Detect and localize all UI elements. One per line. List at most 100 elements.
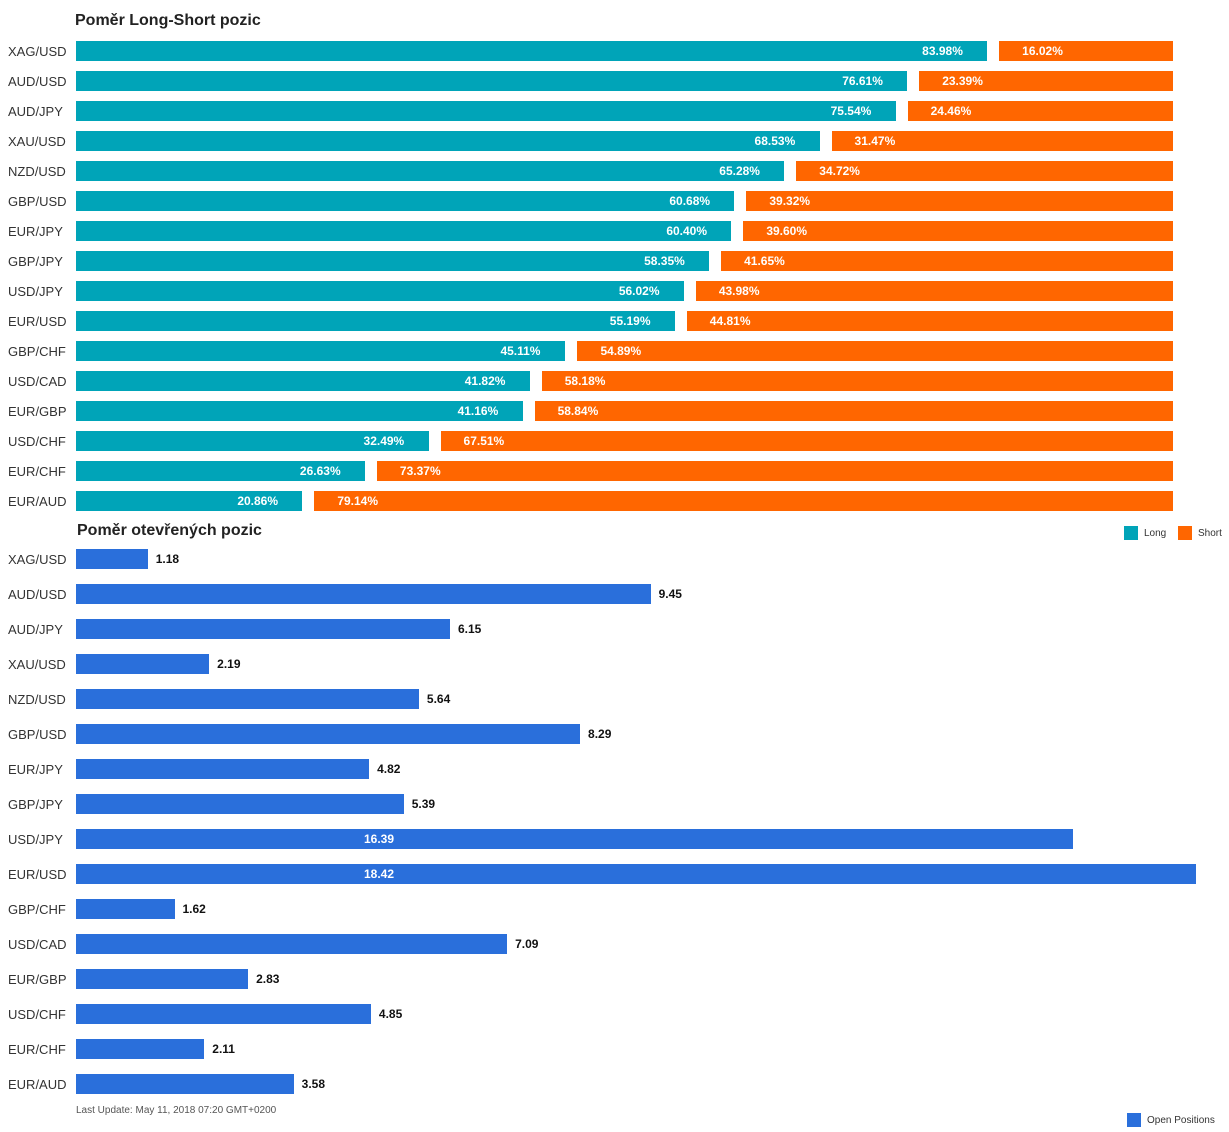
row-label-usd-cad: USD/CAD xyxy=(8,374,67,389)
long-value-aud-usd: 76.61% xyxy=(842,74,883,88)
short-bar-nzd-usd xyxy=(796,161,1173,181)
short-bar-eur-usd xyxy=(686,311,1173,331)
open-value-eur-aud: 3.58 xyxy=(301,1077,326,1091)
open-row-label-nzd-usd: NZD/USD xyxy=(8,692,66,707)
last-update-text: Last Update: May 11, 2018 07:20 GMT+0200 xyxy=(76,1105,277,1116)
open-value-aud-usd: 9.45 xyxy=(658,587,682,601)
long-value-xau-usd: 68.53% xyxy=(754,134,796,148)
open-row-label-usd-jpy: USD/JPY xyxy=(8,832,63,847)
long-bar-usd-chf xyxy=(76,431,429,451)
long-value-gbp-usd: 60.68% xyxy=(669,194,711,208)
open-row-label-aud-jpy: AUD/JPY xyxy=(8,622,63,637)
open-bar-usd-cad xyxy=(76,934,508,954)
short-value-xag-usd: 16.02% xyxy=(1022,44,1063,58)
long-value-usd-chf: 32.49% xyxy=(363,434,405,448)
long-value-eur-usd: 55.19% xyxy=(609,314,651,328)
short-value-aud-jpy: 24.46% xyxy=(930,104,972,118)
short-bar-eur-jpy xyxy=(743,221,1173,241)
legend-open-positions-label: Open Positions xyxy=(1147,1114,1215,1126)
open-row-label-gbp-chf: GBP/CHF xyxy=(8,902,66,917)
short-value-usd-chf: 67.51% xyxy=(463,434,505,448)
open-row-label-xag-usd: XAG/USD xyxy=(8,552,67,567)
open-bar-gbp-jpy xyxy=(76,794,404,814)
open-value-usd-jpy: 16.39 xyxy=(364,832,395,846)
open-row-label-eur-usd: EUR/USD xyxy=(8,867,67,882)
short-value-usd-cad: 58.18% xyxy=(564,374,606,388)
row-label-eur-chf: EUR/CHF xyxy=(8,464,66,479)
long-value-eur-jpy: 60.40% xyxy=(666,224,708,238)
short-value-gbp-usd: 39.32% xyxy=(769,194,811,208)
open-value-xag-usd: 1.18 xyxy=(155,552,180,566)
legend-short: Short xyxy=(1178,526,1222,540)
long-value-usd-cad: 41.82% xyxy=(464,374,506,388)
open-bar-xag-usd xyxy=(76,549,148,569)
short-bar-gbp-chf xyxy=(577,341,1173,361)
long-bar-usd-jpy xyxy=(76,281,684,301)
short-bar-usd-chf xyxy=(440,431,1173,451)
short-bar-eur-gbp xyxy=(534,401,1173,421)
short-value-eur-chf: 73.37% xyxy=(399,464,441,478)
row-label-xau-usd: XAU/USD xyxy=(8,134,66,149)
open-value-aud-jpy: 6.15 xyxy=(457,622,482,636)
open-bar-usd-chf xyxy=(76,1004,371,1024)
legend-open-positions-swatch xyxy=(1127,1113,1141,1127)
short-value-eur-jpy: 39.60% xyxy=(766,224,808,238)
open-row-label-eur-jpy: EUR/JPY xyxy=(8,762,63,777)
long-value-gbp-jpy: 58.35% xyxy=(644,254,685,268)
open-row-label-xau-usd: XAU/USD xyxy=(8,657,66,672)
legend-long-swatch xyxy=(1124,526,1138,540)
open-bar-gbp-usd xyxy=(76,724,581,744)
row-label-eur-aud: EUR/AUD xyxy=(8,494,67,509)
row-label-gbp-jpy: GBP/JPY xyxy=(8,254,63,269)
open-row-label-eur-aud: EUR/AUD xyxy=(8,1077,67,1092)
short-bar-xag-usd xyxy=(999,41,1173,61)
long-bar-eur-gbp xyxy=(76,401,523,421)
short-bar-usd-jpy xyxy=(695,281,1173,301)
open-row-label-eur-gbp: EUR/GBP xyxy=(8,972,67,987)
open-row-label-eur-chf: EUR/CHF xyxy=(8,1042,66,1057)
legend-short-label: Short xyxy=(1198,527,1222,539)
open-bar-eur-gbp xyxy=(76,969,249,989)
chart-title-open-positions: Poměr otevřených pozic xyxy=(77,522,262,539)
open-value-eur-usd: 18.42 xyxy=(364,867,395,881)
short-bar-eur-aud xyxy=(314,491,1173,511)
open-value-eur-jpy: 4.82 xyxy=(377,762,401,776)
open-row-label-gbp-usd: GBP/USD xyxy=(8,727,67,742)
short-value-aud-usd: 23.39% xyxy=(942,74,983,88)
open-value-gbp-usd: 8.29 xyxy=(588,727,612,741)
row-label-eur-gbp: EUR/GBP xyxy=(8,404,67,419)
open-bar-eur-aud xyxy=(76,1074,294,1094)
legend-long-label: Long xyxy=(1144,527,1167,539)
open-bar-eur-chf xyxy=(76,1039,205,1059)
open-value-nzd-usd: 5.64 xyxy=(426,692,451,706)
short-value-gbp-jpy: 41.65% xyxy=(744,254,785,268)
long-value-xag-usd: 83.98% xyxy=(922,44,963,58)
long-value-nzd-usd: 65.28% xyxy=(719,164,760,178)
long-bar-gbp-usd xyxy=(76,191,735,211)
open-row-label-aud-usd: AUD/USD xyxy=(8,587,67,602)
open-bar-usd-jpy xyxy=(76,829,1073,849)
open-value-eur-gbp: 2.83 xyxy=(256,972,280,986)
open-bar-nzd-usd xyxy=(76,689,419,709)
long-bar-usd-cad xyxy=(76,371,530,391)
open-bar-eur-usd xyxy=(76,864,1196,884)
short-bar-gbp-jpy xyxy=(721,251,1173,271)
short-value-eur-aud: 79.14% xyxy=(337,494,379,508)
row-label-nzd-usd: NZD/USD xyxy=(8,164,66,179)
long-bar-eur-aud xyxy=(76,491,303,511)
row-label-eur-jpy: EUR/JPY xyxy=(8,224,63,239)
open-bar-aud-usd xyxy=(76,584,651,604)
open-value-gbp-chf: 1.62 xyxy=(182,902,206,916)
short-value-usd-jpy: 43.98% xyxy=(718,284,760,298)
row-label-aud-usd: AUD/USD xyxy=(8,74,67,89)
legend-open-positions: Open Positions xyxy=(1127,1113,1215,1127)
short-bar-gbp-usd xyxy=(746,191,1173,211)
row-label-gbp-chf: GBP/CHF xyxy=(8,344,66,359)
row-label-gbp-usd: GBP/USD xyxy=(8,194,67,209)
legend-short-swatch xyxy=(1178,526,1192,540)
short-bar-xau-usd xyxy=(831,131,1173,151)
row-label-aud-jpy: AUD/JPY xyxy=(8,104,63,119)
open-bar-xau-usd xyxy=(76,654,210,674)
chart-title-long-short: Poměr Long-Short pozic xyxy=(75,12,261,29)
short-bar-aud-usd xyxy=(919,71,1173,91)
